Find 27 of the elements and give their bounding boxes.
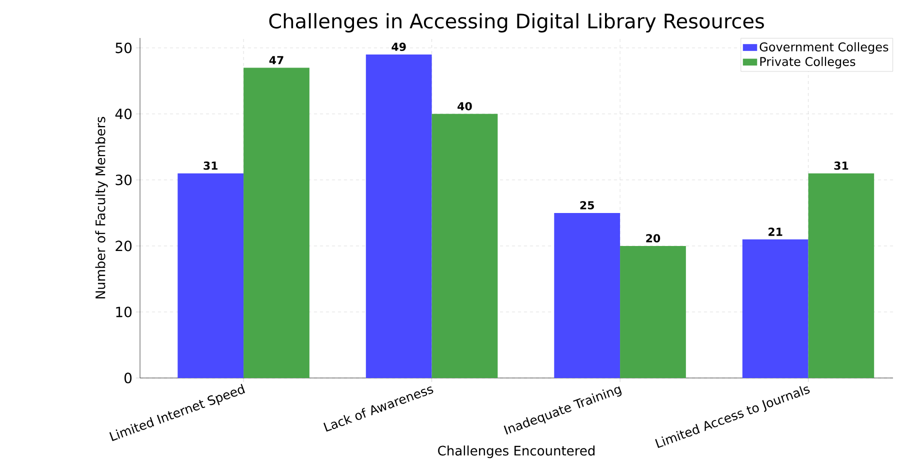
data-label: 20 [646, 234, 660, 242]
y-tick-label: 50 [116, 42, 132, 54]
y-tick-label: 30 [116, 174, 132, 186]
bar [432, 114, 498, 378]
bar [554, 212, 620, 378]
y-tick-label: 20 [116, 240, 132, 252]
x-axis-title: Challenges Encountered [438, 446, 595, 458]
bar [808, 173, 874, 378]
data-label: 31 [834, 161, 848, 170]
bar [620, 246, 686, 378]
bar [244, 68, 310, 378]
data-label: 21 [768, 228, 782, 236]
y-axis-title: Number of Faculty Members [95, 116, 108, 298]
chart-title: Challenges in Accessing Digital Library Resources [269, 13, 764, 32]
data-label: 31 [204, 161, 218, 170]
y-tick-label: 40 [115, 108, 132, 120]
data-label: 47 [269, 56, 284, 64]
legend-label: Private Colleges [760, 56, 856, 68]
legend-label: Government Colleges [760, 42, 888, 54]
y-tick-label: 10 [116, 306, 132, 318]
data-label: 25 [580, 201, 594, 210]
data-label: 40 [458, 102, 472, 110]
data-label: 49 [392, 42, 406, 51]
bar [742, 239, 808, 378]
bar [366, 54, 432, 378]
bar [178, 173, 244, 378]
y-tick-label: 0 [124, 372, 132, 384]
